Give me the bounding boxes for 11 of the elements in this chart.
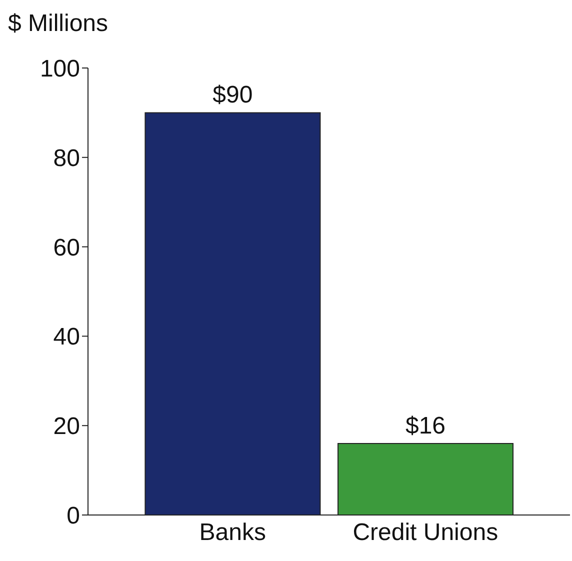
y-tick-label: 40 [53,324,80,351]
y-tick-label: 20 [53,413,80,440]
data-label: $90 [212,82,253,109]
data-label: $16 [405,412,446,440]
y-tick-label: 0 [66,502,80,530]
y-tick-label: 100 [40,56,80,83]
y-axis-title: $ Millions [8,10,108,38]
x-tick-label: Banks [199,519,266,546]
y-tick-label: 80 [53,144,80,172]
y-tick-label: 60 [53,234,80,262]
x-tick-label: Credit Unions [352,519,498,546]
